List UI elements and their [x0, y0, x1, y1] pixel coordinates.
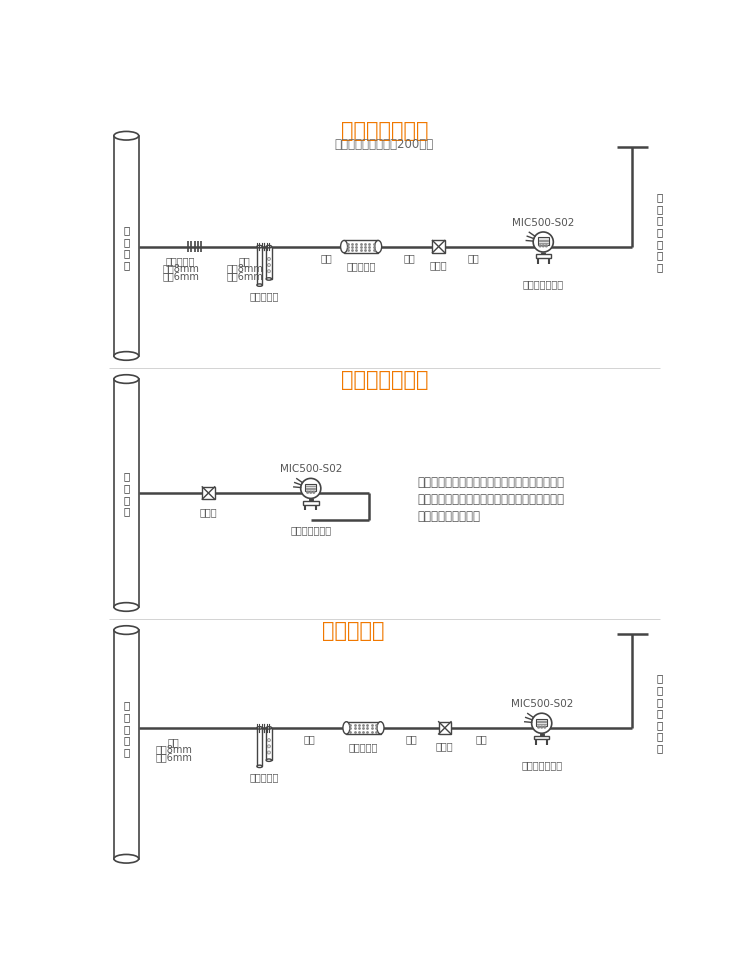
Bar	[202, 487, 214, 500]
Bar	[114, 137, 139, 357]
Ellipse shape	[343, 722, 350, 734]
Circle shape	[541, 727, 543, 729]
Circle shape	[267, 258, 271, 261]
Text: 软管: 软管	[239, 255, 250, 265]
Circle shape	[533, 233, 554, 252]
Text: 形式从出气口排出。: 形式从出气口排出。	[418, 510, 481, 522]
Circle shape	[313, 492, 315, 494]
Ellipse shape	[114, 132, 139, 141]
Text: 干燥过滤筒: 干燥过滤筒	[346, 261, 376, 271]
Bar	[536, 719, 548, 727]
Ellipse shape	[114, 376, 139, 384]
Ellipse shape	[266, 279, 272, 281]
Ellipse shape	[340, 242, 347, 253]
Bar	[439, 722, 451, 734]
Ellipse shape	[257, 285, 262, 287]
Text: 细铜管降温: 细铜管降温	[166, 255, 195, 265]
Text: 减压阀: 减压阀	[200, 507, 217, 516]
Ellipse shape	[257, 766, 262, 768]
Circle shape	[310, 492, 312, 494]
Text: 抽气泵: 抽气泵	[436, 740, 454, 751]
Text: 排
空
或
循
环
吸
收: 排 空 或 循 环 吸 收	[656, 193, 663, 272]
Text: 外径8mm: 外径8mm	[162, 263, 199, 273]
Text: 内径6mm: 内径6mm	[226, 271, 263, 281]
Text: 水气分离器: 水气分离器	[250, 290, 279, 301]
Circle shape	[267, 745, 271, 748]
Ellipse shape	[266, 727, 272, 730]
Bar	[257, 728, 262, 767]
Circle shape	[267, 739, 271, 742]
Text: 除湿流程图: 除湿流程图	[322, 620, 385, 641]
Circle shape	[544, 727, 546, 729]
Text: MIC500-S02: MIC500-S02	[280, 464, 342, 474]
Bar	[257, 247, 262, 286]
Bar	[534, 735, 550, 739]
Text: （注意温度不能超过200度）: （注意温度不能超过200度）	[334, 138, 434, 151]
Text: 软管: 软管	[404, 253, 415, 263]
Ellipse shape	[266, 759, 272, 762]
Text: MIC500-S02: MIC500-S02	[511, 698, 573, 708]
Circle shape	[538, 727, 539, 729]
Circle shape	[307, 492, 308, 494]
Text: 软管: 软管	[468, 253, 479, 263]
Text: 内径6mm: 内径6mm	[155, 751, 192, 762]
Bar	[344, 242, 378, 253]
Bar	[114, 379, 139, 607]
Text: 软管: 软管	[168, 736, 179, 746]
Text: 软管: 软管	[303, 734, 315, 744]
Ellipse shape	[114, 855, 139, 864]
Ellipse shape	[257, 727, 262, 730]
Bar	[346, 722, 380, 734]
Bar	[536, 255, 551, 259]
Circle shape	[532, 714, 552, 734]
Text: 二氧化硫检测仪: 二氧化硫检测仪	[523, 279, 564, 289]
Text: MIC500-S02: MIC500-S02	[512, 218, 574, 228]
Text: 水气分离器: 水气分离器	[250, 772, 279, 781]
Circle shape	[267, 271, 271, 274]
Text: 气体经过减压阀的处理之后以微正压或者常压的: 气体经过减压阀的处理之后以微正压或者常压的	[418, 492, 565, 506]
Ellipse shape	[375, 242, 382, 253]
Text: 干燥过滤筒: 干燥过滤筒	[349, 741, 378, 751]
Text: 抽气泵: 抽气泵	[430, 260, 448, 270]
Circle shape	[301, 479, 321, 499]
Text: 高
湿
度
管
道: 高 湿 度 管 道	[123, 700, 130, 756]
Ellipse shape	[377, 722, 384, 734]
Bar	[114, 631, 139, 859]
Ellipse shape	[114, 603, 139, 611]
Circle shape	[542, 245, 544, 247]
Text: 外径8mm: 外径8mm	[226, 263, 263, 273]
Text: 二氧化硫检测仪: 二氧化硫检测仪	[290, 524, 332, 535]
Circle shape	[267, 264, 271, 267]
Ellipse shape	[114, 352, 139, 361]
Bar	[266, 247, 272, 280]
Ellipse shape	[266, 246, 272, 248]
Text: 软管: 软管	[320, 253, 332, 263]
Text: 高压处理流程图: 高压处理流程图	[340, 370, 428, 389]
Text: 高
温
管
道: 高 温 管 道	[123, 225, 130, 270]
Text: 外径8mm: 外径8mm	[155, 744, 192, 754]
Circle shape	[539, 245, 541, 247]
Text: 减压阀：一种处理压力的装置，进口压力较大的: 减压阀：一种处理压力的装置，进口压力较大的	[418, 475, 565, 488]
Text: 软管: 软管	[476, 734, 488, 744]
Text: 二氧化硫检测仪: 二氧化硫检测仪	[521, 759, 562, 770]
Text: 高温处理流程图: 高温处理流程图	[340, 120, 428, 141]
Bar	[303, 501, 319, 505]
Bar	[266, 728, 272, 761]
Ellipse shape	[114, 626, 139, 635]
Circle shape	[545, 245, 548, 247]
Text: 内径6mm: 内径6mm	[162, 271, 199, 281]
Circle shape	[267, 751, 271, 754]
Text: 高
压
管
道: 高 压 管 道	[123, 471, 130, 515]
Bar	[538, 238, 549, 245]
Bar	[433, 242, 445, 253]
Bar	[305, 484, 316, 492]
Text: 软管: 软管	[406, 734, 417, 744]
Text: 排
空
或
循
环
吸
收: 排 空 或 循 环 吸 收	[656, 673, 663, 752]
Ellipse shape	[257, 246, 262, 248]
